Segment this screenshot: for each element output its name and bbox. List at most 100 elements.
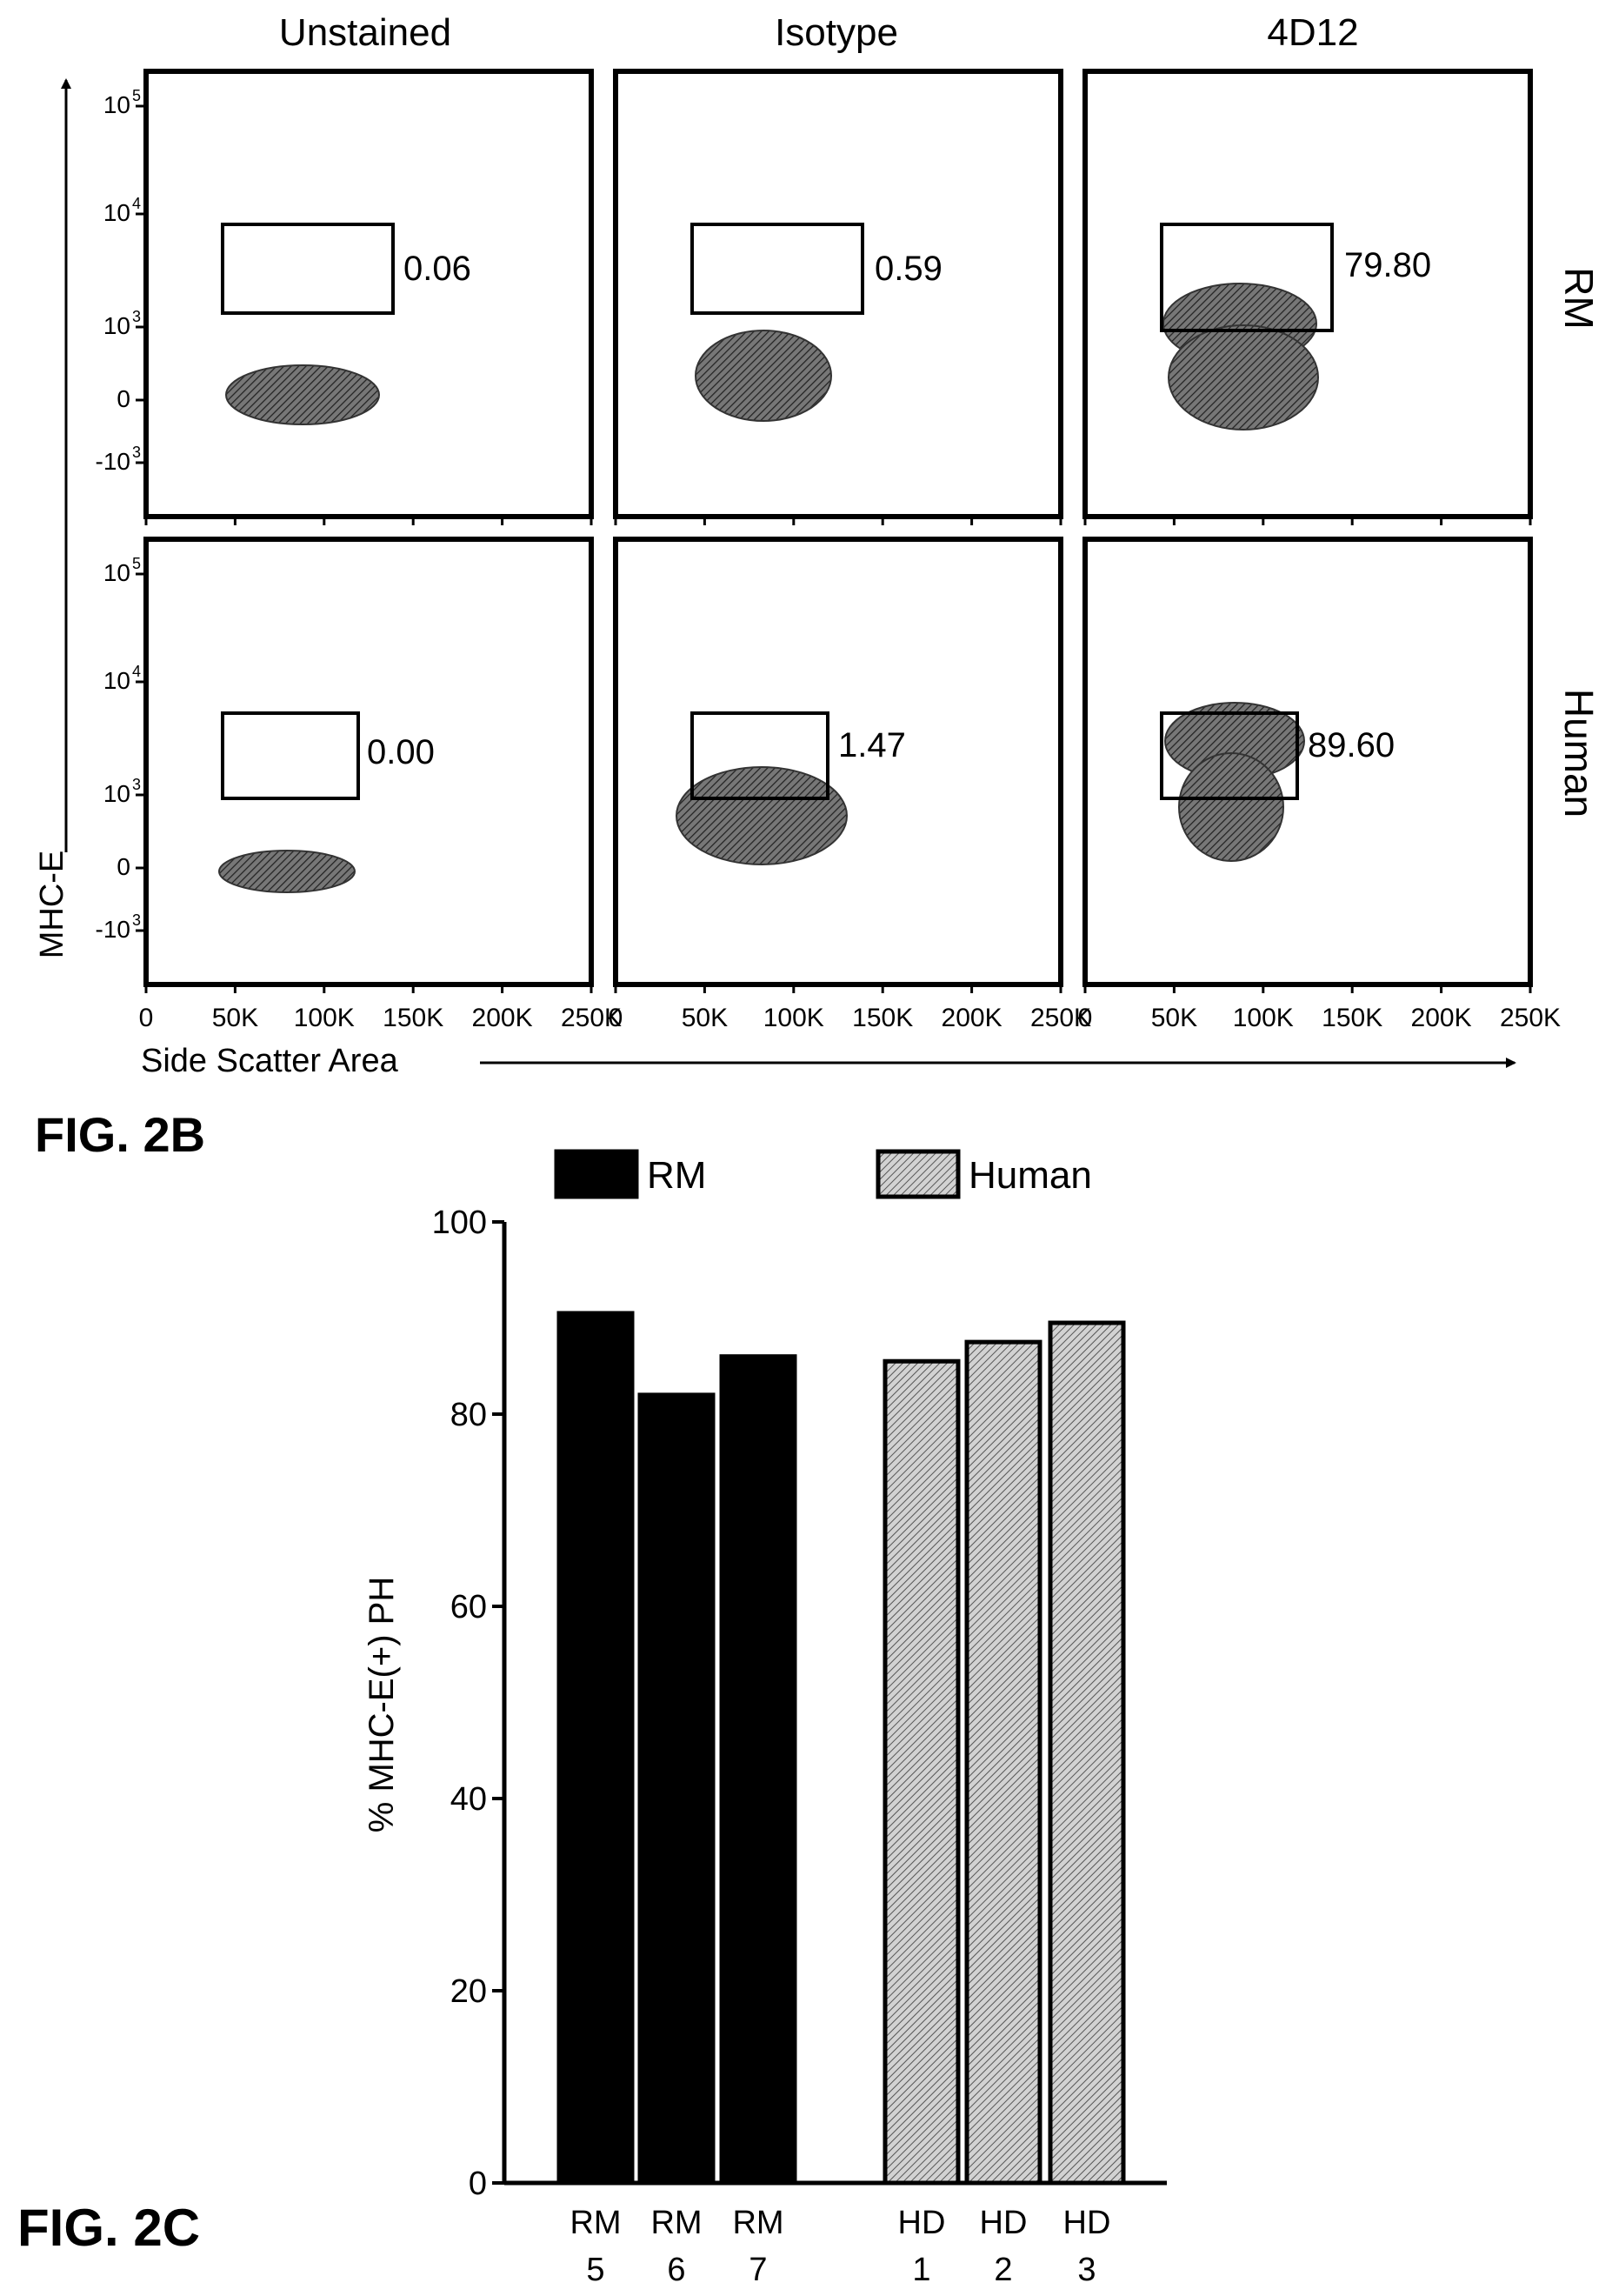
- bar-category-number: 3: [1077, 2252, 1096, 2288]
- x-tick-label: 200K: [1411, 1004, 1472, 1032]
- fig2b-label: FIG. 2B: [35, 1107, 205, 1162]
- legend-swatch-rm: [554, 1149, 639, 1199]
- legend-label-human: Human: [969, 1154, 1092, 1197]
- y-tick-exponent: 5: [132, 555, 141, 572]
- y-tick-exponent: 4: [132, 663, 141, 680]
- x-tick-label: 100K: [294, 1004, 355, 1032]
- y-axis-label-mhc-e: MHC-E: [34, 851, 70, 959]
- flow-panel-rm-isotype: 0.59: [613, 69, 1063, 525]
- y-tick-label: 0: [117, 853, 130, 880]
- x-tick-label: 100K: [763, 1004, 824, 1032]
- x-axis-label-side-scatter: Side Scatter Area: [141, 1043, 399, 1079]
- bar-y-axis-label: % MHC-E(+) PH: [363, 1577, 401, 1832]
- y-tick-label: 0: [117, 385, 130, 412]
- y-tick-label: 10: [103, 312, 130, 339]
- row-label-human: Human: [1556, 689, 1602, 818]
- column-title-unstained: Unstained: [279, 11, 451, 54]
- x-tick-label: 250K: [561, 1004, 622, 1032]
- bar-y-tick-label: 60: [450, 1589, 487, 1625]
- bar-chart-group: 0 20 40 60 80 100 % MHC-E(+) PH RM 5 RM 6 RM 7 HD 1 HD 2…: [363, 1149, 1167, 2288]
- panel-frame: [1082, 69, 1533, 519]
- panel-frame: [143, 537, 594, 987]
- y-tick-label: 10: [103, 667, 130, 694]
- x-tick-label: 0: [1078, 1004, 1093, 1032]
- bar-category-label: RM: [570, 2205, 621, 2241]
- panel-frame: [1082, 537, 1533, 987]
- bar-y-tick-label: 100: [432, 1205, 487, 1241]
- y-tick-label: 10: [103, 91, 130, 118]
- gate-box: [221, 223, 395, 315]
- bar-category-number: 6: [667, 2252, 685, 2288]
- population-cluster: [225, 364, 380, 425]
- bar-category-label: RM: [650, 2205, 702, 2241]
- bar-y-tick-label: 40: [450, 1781, 487, 1818]
- bar-hd-2: [964, 1339, 1042, 2186]
- bar-category-label: HD: [898, 2205, 946, 2241]
- bar-y-tick-label: 20: [450, 1973, 487, 2010]
- legend-label-rm: RM: [647, 1154, 706, 1197]
- bar-category-number: 7: [749, 2252, 767, 2288]
- x-tick-label: 50K: [682, 1004, 728, 1032]
- gate-box: [1160, 711, 1299, 800]
- fig2b-group: Unstained Isotype 4D12 RM Human MHC-E Si…: [34, 11, 1602, 1162]
- flow-panel-human-unstained: 0.00: [143, 537, 594, 993]
- column-title-isotype: Isotype: [775, 11, 898, 54]
- x-tick-label: 50K: [1151, 1004, 1197, 1032]
- y-tick-label: 10: [103, 780, 130, 807]
- x-tick-label: 150K: [383, 1004, 443, 1032]
- bar-hd-3: [1048, 1320, 1126, 2186]
- bar-rm-7: [719, 1354, 797, 2186]
- bar-category-label: HD: [980, 2205, 1028, 2241]
- x-tick-label: 150K: [1322, 1004, 1382, 1032]
- y-tick-exponent: 3: [132, 911, 141, 929]
- x-tick-label: 0: [139, 1004, 154, 1032]
- gate-percentage: 0.00: [367, 733, 435, 771]
- bar-category-number: 1: [912, 2252, 930, 2288]
- x-tick-label: 50K: [212, 1004, 258, 1032]
- x-tick-label: 150K: [852, 1004, 913, 1032]
- gate-box: [690, 711, 829, 800]
- bar-category-label: HD: [1063, 2205, 1111, 2241]
- panel-frame: [613, 69, 1063, 519]
- row-label-rm: RM: [1556, 267, 1602, 330]
- flow-panel-human-isotype: 1.47: [613, 537, 1063, 993]
- x-tick-label: 250K: [1500, 1004, 1561, 1032]
- bar-category-label: RM: [732, 2205, 783, 2241]
- gate-percentage: 0.59: [875, 250, 943, 288]
- column-title-4d12: 4D12: [1267, 11, 1358, 54]
- gate-percentage: 0.06: [403, 250, 471, 288]
- flow-panel-rm-4d12: 79.80: [1082, 69, 1533, 525]
- bar-category-number: 5: [586, 2252, 604, 2288]
- panel-frame: [143, 69, 594, 519]
- legend-swatch-human: [876, 1149, 961, 1199]
- population-cluster: [1178, 752, 1284, 862]
- population-cluster: [218, 850, 356, 893]
- fig2c-label: FIG. 2C: [17, 2199, 200, 2257]
- y-tick-label: 10: [103, 559, 130, 586]
- flow-panel-rm-unstained: 0.06: [143, 69, 594, 525]
- panel-frame: [613, 537, 1063, 987]
- bar-y-tick-label: 0: [469, 2166, 487, 2202]
- gate-percentage: 79.80: [1344, 246, 1431, 284]
- gate-box: [690, 223, 864, 315]
- bar-rm-6: [637, 1392, 716, 2186]
- x-tick-label: 100K: [1233, 1004, 1294, 1032]
- y-tick-exponent: 5: [132, 87, 141, 104]
- y-tick-exponent: 4: [132, 195, 141, 212]
- y-tick-exponent: 3: [132, 308, 141, 325]
- flow-panel-human-4d12: 89.60: [1082, 537, 1533, 993]
- bar-y-tick-label: 80: [450, 1397, 487, 1433]
- population-cluster: [695, 330, 832, 422]
- gate-box: [221, 711, 360, 800]
- gate-percentage: 1.47: [838, 726, 906, 764]
- gate-box: [1160, 223, 1334, 332]
- bar-rm-5: [556, 1311, 635, 2186]
- y-tick-exponent: 3: [132, 776, 141, 793]
- fig2c-group: FIG. 2C: [17, 2199, 200, 2257]
- bar-hd-1: [883, 1358, 961, 2186]
- flow-panels-group: 0.06 0.59 79.80 0.00 1.47 89.60: [143, 69, 1533, 993]
- y-tick-exponent: 3: [132, 444, 141, 461]
- y-tick-label: 10: [103, 199, 130, 226]
